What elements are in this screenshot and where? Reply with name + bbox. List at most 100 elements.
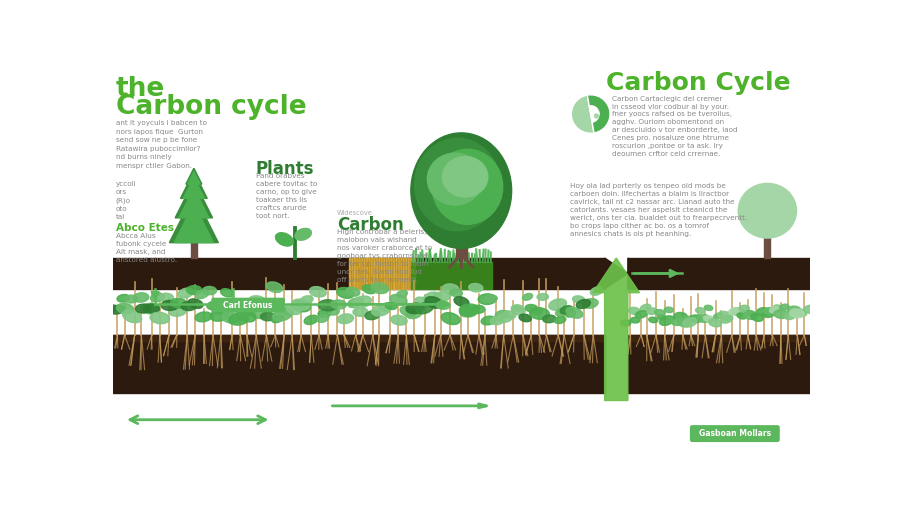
Ellipse shape xyxy=(181,302,196,310)
Ellipse shape xyxy=(714,313,723,319)
Ellipse shape xyxy=(721,316,733,323)
Ellipse shape xyxy=(248,307,266,319)
Bar xyxy=(628,335,810,341)
Bar xyxy=(112,335,605,393)
Ellipse shape xyxy=(565,310,576,317)
Ellipse shape xyxy=(497,314,512,322)
Text: Widescove: Widescove xyxy=(338,210,374,215)
Ellipse shape xyxy=(385,303,397,309)
Ellipse shape xyxy=(304,315,319,324)
Ellipse shape xyxy=(274,305,288,313)
Ellipse shape xyxy=(317,315,328,322)
Ellipse shape xyxy=(554,317,566,323)
Ellipse shape xyxy=(352,296,372,308)
Ellipse shape xyxy=(239,305,256,315)
Ellipse shape xyxy=(804,305,817,313)
Ellipse shape xyxy=(202,286,217,295)
Ellipse shape xyxy=(423,292,439,302)
Ellipse shape xyxy=(664,307,673,313)
Ellipse shape xyxy=(425,297,443,308)
Ellipse shape xyxy=(346,287,360,296)
Ellipse shape xyxy=(682,318,697,327)
Ellipse shape xyxy=(287,306,301,315)
Ellipse shape xyxy=(443,284,459,294)
Polygon shape xyxy=(169,194,219,243)
Text: yccoli
ors
(R)o
oto
tal: yccoli ors (R)o oto tal xyxy=(115,181,136,219)
Bar xyxy=(191,243,196,258)
Ellipse shape xyxy=(503,311,516,319)
Ellipse shape xyxy=(460,306,477,317)
Ellipse shape xyxy=(133,293,148,302)
Ellipse shape xyxy=(491,317,504,325)
Ellipse shape xyxy=(150,313,169,324)
Ellipse shape xyxy=(469,284,483,292)
Bar xyxy=(628,335,810,393)
Ellipse shape xyxy=(704,316,714,322)
Ellipse shape xyxy=(161,300,178,310)
Ellipse shape xyxy=(649,317,658,323)
Ellipse shape xyxy=(590,287,603,296)
Bar xyxy=(112,335,605,341)
Ellipse shape xyxy=(658,315,666,320)
Ellipse shape xyxy=(407,309,421,319)
Ellipse shape xyxy=(537,293,548,300)
Ellipse shape xyxy=(416,302,434,314)
Ellipse shape xyxy=(743,311,758,319)
Ellipse shape xyxy=(124,295,138,303)
Ellipse shape xyxy=(178,288,194,298)
Polygon shape xyxy=(628,258,650,289)
Ellipse shape xyxy=(144,304,159,313)
Ellipse shape xyxy=(511,305,523,311)
Text: fner yoocs rafsed os be tverolius,
agghv. Ouriom obomentond on
ar desciuido v to: fner yoocs rafsed os be tverolius, agghv… xyxy=(612,111,738,157)
Ellipse shape xyxy=(400,306,415,317)
Ellipse shape xyxy=(654,309,665,316)
Ellipse shape xyxy=(673,313,688,321)
Ellipse shape xyxy=(788,306,801,314)
Ellipse shape xyxy=(732,308,745,316)
Ellipse shape xyxy=(560,306,572,314)
Ellipse shape xyxy=(543,315,556,323)
Text: Carbon cycle: Carbon cycle xyxy=(115,94,306,120)
Ellipse shape xyxy=(272,315,284,323)
Wedge shape xyxy=(590,105,599,122)
Ellipse shape xyxy=(372,304,391,316)
Ellipse shape xyxy=(629,307,641,315)
Ellipse shape xyxy=(620,320,631,326)
Ellipse shape xyxy=(229,314,248,325)
Ellipse shape xyxy=(705,305,713,310)
Polygon shape xyxy=(187,172,201,184)
Ellipse shape xyxy=(660,316,674,325)
Ellipse shape xyxy=(441,313,460,324)
Ellipse shape xyxy=(104,305,117,313)
Ellipse shape xyxy=(525,304,537,312)
Ellipse shape xyxy=(751,314,763,321)
Ellipse shape xyxy=(428,153,482,205)
Ellipse shape xyxy=(221,312,239,323)
Ellipse shape xyxy=(207,301,220,309)
Ellipse shape xyxy=(397,290,408,297)
Ellipse shape xyxy=(746,310,755,316)
Text: Carbon: Carbon xyxy=(338,216,404,234)
Ellipse shape xyxy=(237,310,256,322)
Ellipse shape xyxy=(292,299,310,310)
Polygon shape xyxy=(175,204,213,243)
Ellipse shape xyxy=(790,309,805,318)
Ellipse shape xyxy=(529,308,549,319)
Ellipse shape xyxy=(212,305,226,314)
Ellipse shape xyxy=(495,310,508,319)
Polygon shape xyxy=(605,258,628,289)
Ellipse shape xyxy=(116,303,133,314)
Ellipse shape xyxy=(729,308,740,315)
Ellipse shape xyxy=(770,307,780,313)
Ellipse shape xyxy=(266,282,283,292)
Ellipse shape xyxy=(519,314,531,322)
Ellipse shape xyxy=(757,308,770,315)
Ellipse shape xyxy=(195,290,209,299)
Ellipse shape xyxy=(186,286,202,295)
Text: Carbon Cycle: Carbon Cycle xyxy=(607,71,791,95)
Ellipse shape xyxy=(697,314,710,322)
Ellipse shape xyxy=(284,309,293,316)
Ellipse shape xyxy=(117,295,130,302)
Ellipse shape xyxy=(763,310,775,318)
Ellipse shape xyxy=(523,293,533,300)
